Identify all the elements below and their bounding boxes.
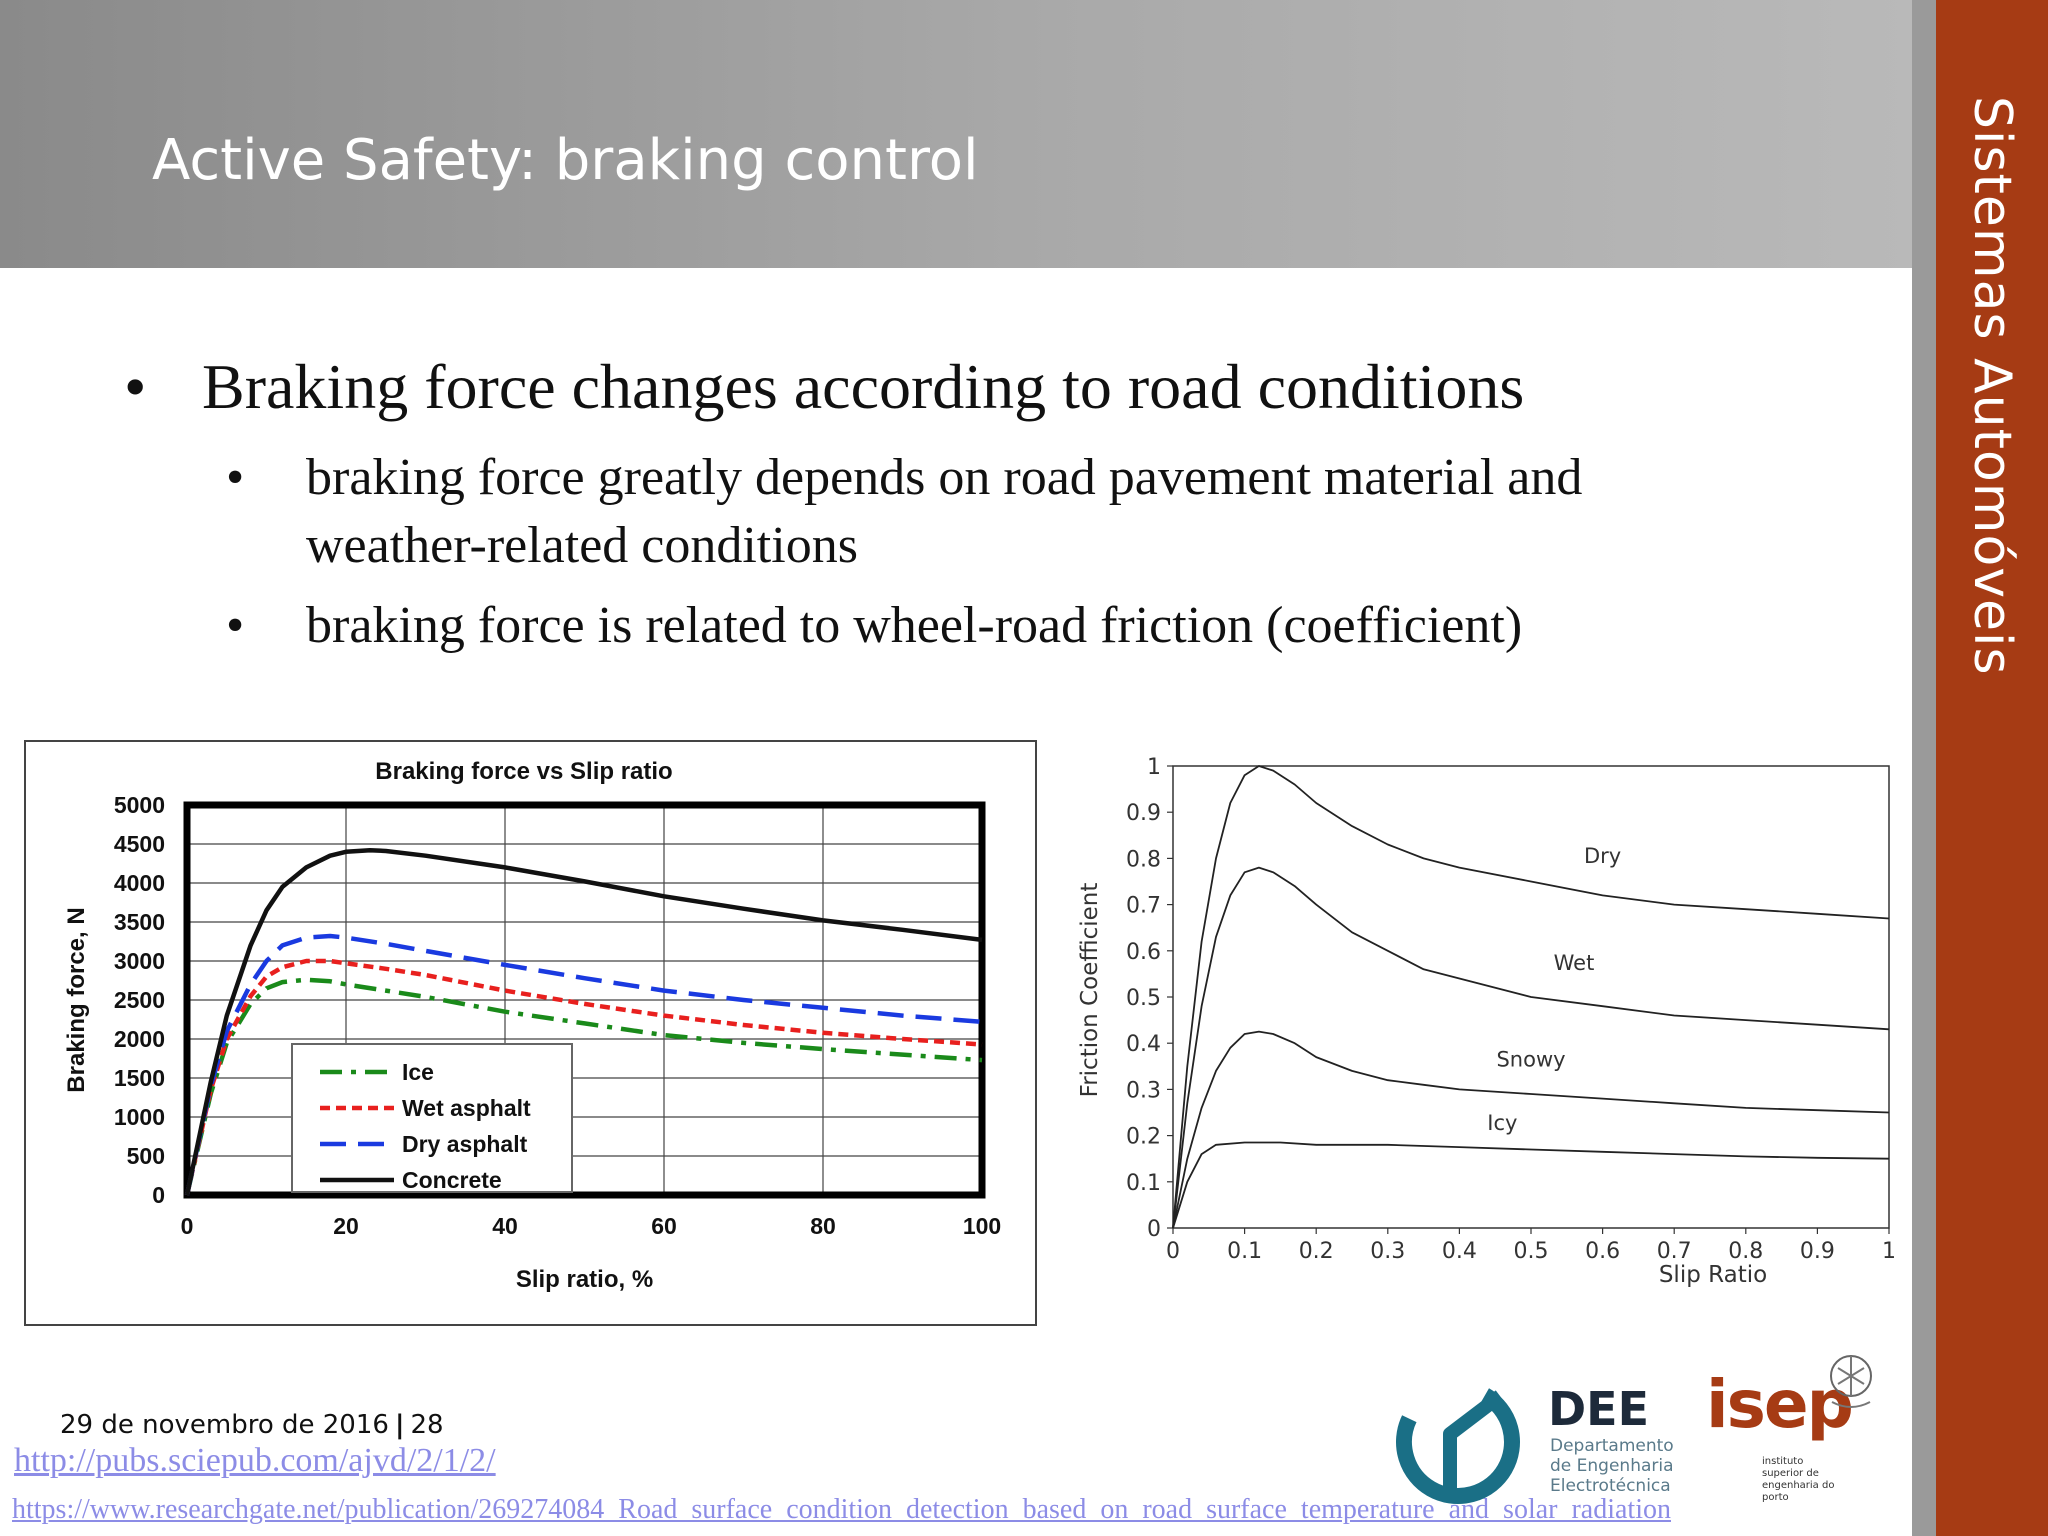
y-tick-label: 3000: [114, 948, 165, 974]
y-tick-label: 2500: [114, 987, 165, 1013]
y-tick-label: 0.7: [1126, 894, 1161, 919]
bullet-dot: •: [124, 351, 147, 422]
y-tick-label: 1: [1147, 755, 1161, 780]
bullet-2-text: braking force greatly depends on road pa…: [306, 449, 1583, 574]
y-tick-label: 2000: [114, 1026, 165, 1052]
friction-coefficient-chart: 0 0.1 0.2 0.3 0.4 0.5 0.6 0.7 0.8 0.9 1 0 0.1 0.2 0.3 0…: [1077, 755, 1896, 1288]
y-tick-label: 3500: [114, 909, 165, 935]
dee-logo-icon: [1396, 1380, 1520, 1504]
legend-box: [291, 1043, 573, 1193]
x-tick-label: 0.3: [1370, 1239, 1405, 1264]
y-tick-label: 0.1: [1126, 1171, 1161, 1196]
y-tick-label: 0.8: [1126, 847, 1161, 872]
y-axis-label: Friction Coefficient: [1077, 883, 1103, 1098]
dee-line: de Engenharia: [1550, 1456, 1674, 1476]
series-line-concrete: [184, 847, 983, 1196]
x-tick-label: 0.5: [1514, 1239, 1549, 1264]
header-banner: [0, 0, 1912, 268]
x-tick-label: 0.9: [1800, 1239, 1835, 1264]
footer: 29 de novembro de 2016 | 28: [60, 1410, 444, 1440]
dee-line: Departamento: [1550, 1436, 1674, 1456]
x-tick-label: 100: [963, 1213, 1001, 1239]
chart-title: Braking force vs Slip ratio: [375, 758, 672, 785]
source-link-1[interactable]: http://pubs.sciepub.com/ajvd/2/1/2/: [14, 1442, 496, 1479]
x-axis-label: Slip ratio, %: [516, 1266, 653, 1293]
y-tick-label: 0.4: [1126, 1032, 1161, 1057]
bullet-dot: •: [226, 449, 245, 506]
side-label: Sistemas Automóveis: [1962, 96, 2022, 676]
y-tick-label: 0.5: [1126, 986, 1161, 1011]
y-tick-label: 0: [152, 1182, 165, 1208]
isep-line: superior de: [1762, 1468, 1819, 1479]
x-tick-label: 40: [492, 1213, 518, 1239]
x-tick-label: 0.2: [1299, 1239, 1334, 1264]
x-tick-label: 20: [333, 1213, 359, 1239]
bullet-1-text: Braking force changes according to road …: [202, 351, 1525, 422]
chart1-frame: [24, 740, 1037, 1326]
curve-label-snowy: Snowy: [1496, 1047, 1565, 1071]
series-line-wet-asphalt: [184, 958, 983, 1196]
slide-title: Active Safety: braking control: [152, 128, 979, 193]
isep-wordmark: isep: [1706, 1366, 1854, 1443]
y-tick-label: 0.6: [1126, 940, 1161, 965]
x-tick-label: 0: [181, 1213, 194, 1239]
footer-separator: |: [394, 1410, 405, 1440]
bullet-1: • Braking force changes according to roa…: [124, 350, 1524, 424]
curve-label-icy: Icy: [1487, 1111, 1517, 1135]
x-tick-label: 0.4: [1442, 1239, 1477, 1264]
x-tick-label: 0.7: [1657, 1239, 1692, 1264]
dee-line: Electrotécnica: [1550, 1476, 1671, 1496]
legend-label: Ice: [402, 1059, 434, 1085]
isep-emblem-icon: [1830, 1355, 1872, 1408]
y-axis-label: Braking force, N: [63, 907, 90, 1092]
x-tick-label: 60: [651, 1213, 677, 1239]
curve-label-dry: Dry: [1584, 844, 1621, 868]
curve-label-wet: Wet: [1554, 951, 1595, 975]
x-axis-label: Slip Ratio: [1659, 1262, 1767, 1288]
y-tick-label: 4000: [114, 870, 165, 896]
x-tick-label: 0.1: [1227, 1239, 1262, 1264]
isep-line: instituto: [1762, 1456, 1804, 1467]
bullet-3-text: braking force is related to wheel-road f…: [306, 597, 1523, 654]
series-line-dry-asphalt: [184, 933, 983, 1196]
legend-label: Concrete: [402, 1167, 502, 1193]
series-line-ice: [184, 977, 983, 1196]
y-tick-label: 1500: [114, 1065, 165, 1091]
isep-line: engenharia do: [1762, 1480, 1835, 1491]
y-tick-label: 5000: [114, 792, 165, 818]
x-tick-label: 0.8: [1728, 1239, 1763, 1264]
y-tick-label: 0.3: [1126, 1078, 1161, 1103]
series-line-icy: [1172, 1141, 1890, 1229]
footer-date: 29 de novembro de 2016: [60, 1410, 389, 1440]
y-tick-label: 1000: [114, 1104, 165, 1130]
y-tick-label: 500: [127, 1143, 165, 1169]
x-tick-label: 0: [1166, 1239, 1180, 1264]
y-tick-label: 0.2: [1126, 1125, 1161, 1150]
legend-label: Wet asphalt: [402, 1095, 531, 1121]
bullet-dot: •: [226, 597, 245, 654]
series-line-wet: [1172, 866, 1890, 1229]
series-line-dry: [1172, 765, 1890, 1229]
dee-title: DEE: [1548, 1382, 1650, 1436]
legend-label: Dry asphalt: [402, 1131, 528, 1157]
isep-line: porto: [1762, 1492, 1789, 1503]
x-tick-label: 80: [810, 1213, 836, 1239]
bullet-3: • braking force is related to wheel-road…: [226, 596, 1522, 655]
source-link-2[interactable]: https://www.researchgate.net/publication…: [12, 1494, 1671, 1525]
y-tick-label: 4500: [114, 831, 165, 857]
x-tick-label: 0.6: [1585, 1239, 1620, 1264]
series-line-snowy: [1172, 1030, 1890, 1229]
y-tick-label: 0.9: [1126, 801, 1161, 826]
bullet-2: • braking force greatly depends on road …: [226, 444, 1746, 580]
plot-frame: [183, 801, 986, 1199]
side-bar: [1936, 0, 2048, 1536]
braking-force-chart: Braking force vs Slip ratio0500100015002…: [63, 758, 1001, 1293]
x-tick-label: 1: [1882, 1239, 1896, 1264]
y-tick-label: 0: [1147, 1217, 1161, 1242]
gray-strip: [1912, 0, 1936, 1536]
page-number: 28: [410, 1410, 444, 1440]
